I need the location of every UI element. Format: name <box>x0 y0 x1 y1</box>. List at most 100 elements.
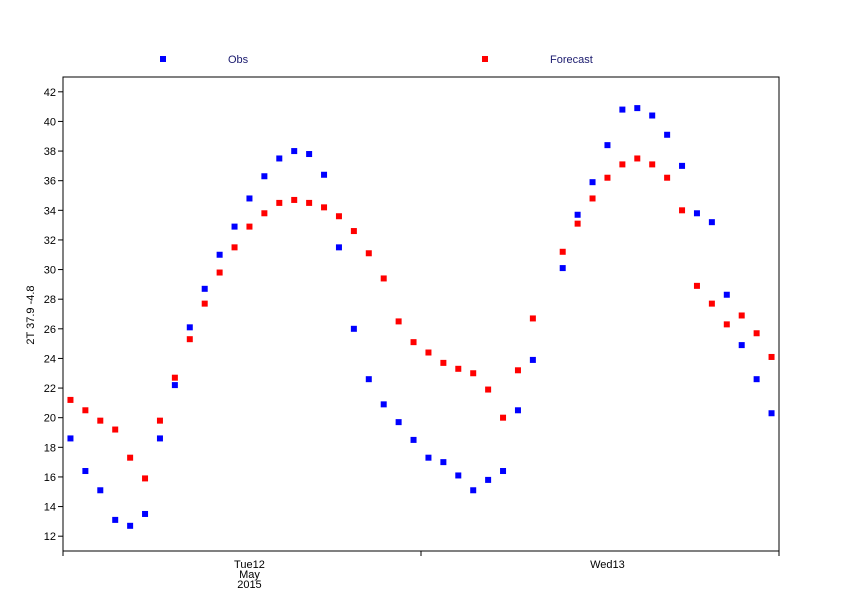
data-point-obs <box>485 476 492 483</box>
data-point-forecast <box>231 244 238 251</box>
data-point-obs <box>261 173 268 180</box>
series-forecast <box>67 155 775 482</box>
data-point-obs <box>67 435 74 442</box>
data-point-obs <box>171 382 178 389</box>
y-tick-label: 36 <box>44 176 56 188</box>
y-tick-label: 18 <box>44 442 56 454</box>
series-obs <box>67 105 775 529</box>
data-point-obs <box>186 324 193 331</box>
data-point-obs <box>664 131 671 138</box>
data-point-obs <box>559 265 566 272</box>
data-point-obs <box>589 179 596 186</box>
data-point-forecast <box>97 417 104 424</box>
legend: Obs Forecast <box>160 54 593 66</box>
series-layer <box>67 105 775 529</box>
x-tick-label: May <box>239 569 260 581</box>
data-point-forecast <box>514 367 521 374</box>
y-tick-label: 16 <box>44 472 56 484</box>
y-tick-label: 24 <box>44 353 56 365</box>
data-point-forecast <box>306 199 313 206</box>
data-point-obs <box>410 436 417 443</box>
data-point-forecast <box>380 275 387 282</box>
data-point-obs <box>231 223 238 230</box>
data-point-forecast <box>574 220 581 227</box>
data-point-forecast <box>470 370 477 377</box>
x-tick-label: 2015 <box>237 579 261 591</box>
y-tick-label: 30 <box>44 265 56 277</box>
data-point-obs <box>276 155 283 162</box>
data-point-forecast <box>216 269 223 276</box>
data-point-forecast <box>425 349 432 356</box>
data-point-obs <box>306 151 313 158</box>
data-point-forecast <box>559 248 566 255</box>
data-point-forecast <box>365 250 372 257</box>
data-point-forecast <box>112 426 119 433</box>
y-tick-label: 40 <box>44 116 56 128</box>
y-tick-label: 20 <box>44 413 56 425</box>
y-tick-label: 38 <box>44 146 56 158</box>
data-point-obs <box>649 112 656 119</box>
y-tick-label: 26 <box>44 324 56 336</box>
data-point-obs <box>514 407 521 414</box>
data-point-obs <box>97 487 104 494</box>
data-point-forecast <box>693 282 700 289</box>
data-point-forecast <box>186 336 193 343</box>
data-point-forecast <box>291 196 298 203</box>
data-point-forecast <box>440 359 447 366</box>
x-tick-label: Wed13 <box>590 559 625 571</box>
data-point-obs <box>470 487 477 494</box>
data-point-obs <box>693 210 700 217</box>
data-point-forecast <box>350 228 357 235</box>
y-tick-label: 42 <box>44 87 56 99</box>
data-point-obs <box>350 325 357 332</box>
data-point-obs <box>455 472 462 479</box>
data-point-forecast <box>82 407 89 414</box>
data-point-forecast <box>67 396 74 403</box>
data-point-forecast <box>619 161 626 168</box>
data-point-obs <box>753 376 760 383</box>
y-axis: 12 14 16 18 20 22 24 26 28 30 32 34 36 38 40 42 <box>44 87 63 543</box>
data-point-forecast <box>485 386 492 393</box>
data-point-obs <box>679 162 686 169</box>
data-point-obs <box>291 148 298 155</box>
data-point-obs <box>156 435 163 442</box>
legend-marker-obs <box>160 56 166 62</box>
data-point-forecast <box>127 454 134 461</box>
data-point-forecast <box>753 330 760 337</box>
data-point-forecast <box>201 300 208 307</box>
data-point-obs <box>708 219 715 226</box>
data-point-obs <box>395 419 402 426</box>
data-point-forecast <box>679 207 686 214</box>
data-point-forecast <box>723 321 730 328</box>
data-point-obs <box>216 251 223 258</box>
data-point-obs <box>574 211 581 218</box>
y-tick-label: 12 <box>44 531 56 543</box>
data-point-forecast <box>171 374 178 381</box>
data-point-obs <box>246 195 253 202</box>
data-point-obs <box>321 171 328 178</box>
data-point-forecast <box>276 199 283 206</box>
data-point-obs <box>619 106 626 113</box>
data-point-forecast <box>395 318 402 325</box>
data-point-forecast <box>410 339 417 346</box>
data-point-obs <box>201 285 208 292</box>
legend-label-obs: Obs <box>228 54 249 66</box>
data-point-obs <box>634 105 641 112</box>
data-point-forecast <box>455 365 462 372</box>
data-point-obs <box>335 244 342 251</box>
data-point-obs <box>723 291 730 298</box>
y-axis-title: 2T 37.9 -4.8 <box>25 285 37 344</box>
data-point-obs <box>738 342 745 349</box>
data-point-forecast <box>500 414 507 421</box>
data-point-forecast <box>708 300 715 307</box>
data-point-obs <box>127 522 134 529</box>
data-point-obs <box>768 410 775 417</box>
data-point-forecast <box>768 353 775 360</box>
y-tick-label: 22 <box>44 383 56 395</box>
data-point-forecast <box>738 312 745 319</box>
data-point-obs <box>380 401 387 408</box>
data-point-forecast <box>321 204 328 211</box>
data-point-obs <box>604 142 611 149</box>
y-tick-label: 32 <box>44 235 56 247</box>
